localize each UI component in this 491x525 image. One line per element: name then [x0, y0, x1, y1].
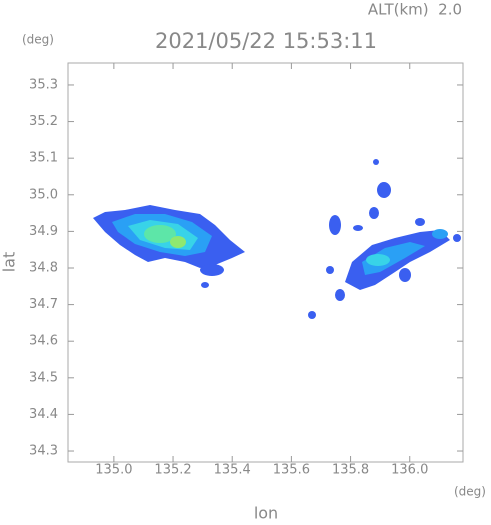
- x-tick-label: 135.8: [332, 463, 369, 478]
- x-unit: (deg): [454, 485, 486, 499]
- y-tick-label: 34.6: [29, 334, 58, 349]
- frame: [67, 62, 464, 463]
- y-tick-label: 35.0: [29, 187, 58, 202]
- y-tick-label: 34.8: [29, 260, 58, 275]
- x-tick-label: 136.0: [391, 463, 428, 478]
- y-tick-label: 34.3: [29, 444, 58, 459]
- y-unit: (deg): [22, 33, 54, 47]
- y-tick-label: 34.7: [29, 297, 58, 312]
- y-label: lat: [0, 252, 19, 273]
- y-tick-label: 35.2: [29, 114, 58, 129]
- y-tick-label: 35.1: [29, 151, 58, 166]
- x-tick-label: 135.6: [273, 463, 310, 478]
- x-tick-label: 135.4: [214, 463, 251, 478]
- x-label: lon: [254, 504, 278, 522]
- y-tick-label: 34.9: [29, 224, 58, 239]
- echo-west: [93, 205, 245, 288]
- y-tick-label: 34.4: [29, 407, 58, 422]
- y-tick-label: 34.5: [29, 370, 58, 385]
- timestamp: 2021/05/22 15:53:11: [155, 29, 377, 53]
- altitude: ALT(km) 2.0: [368, 1, 462, 19]
- y-tick-label: 35.3: [29, 77, 58, 92]
- x-tick-label: 135.2: [154, 463, 191, 478]
- x-tick-label: 135.0: [95, 463, 132, 478]
- echo-east: [308, 159, 461, 319]
